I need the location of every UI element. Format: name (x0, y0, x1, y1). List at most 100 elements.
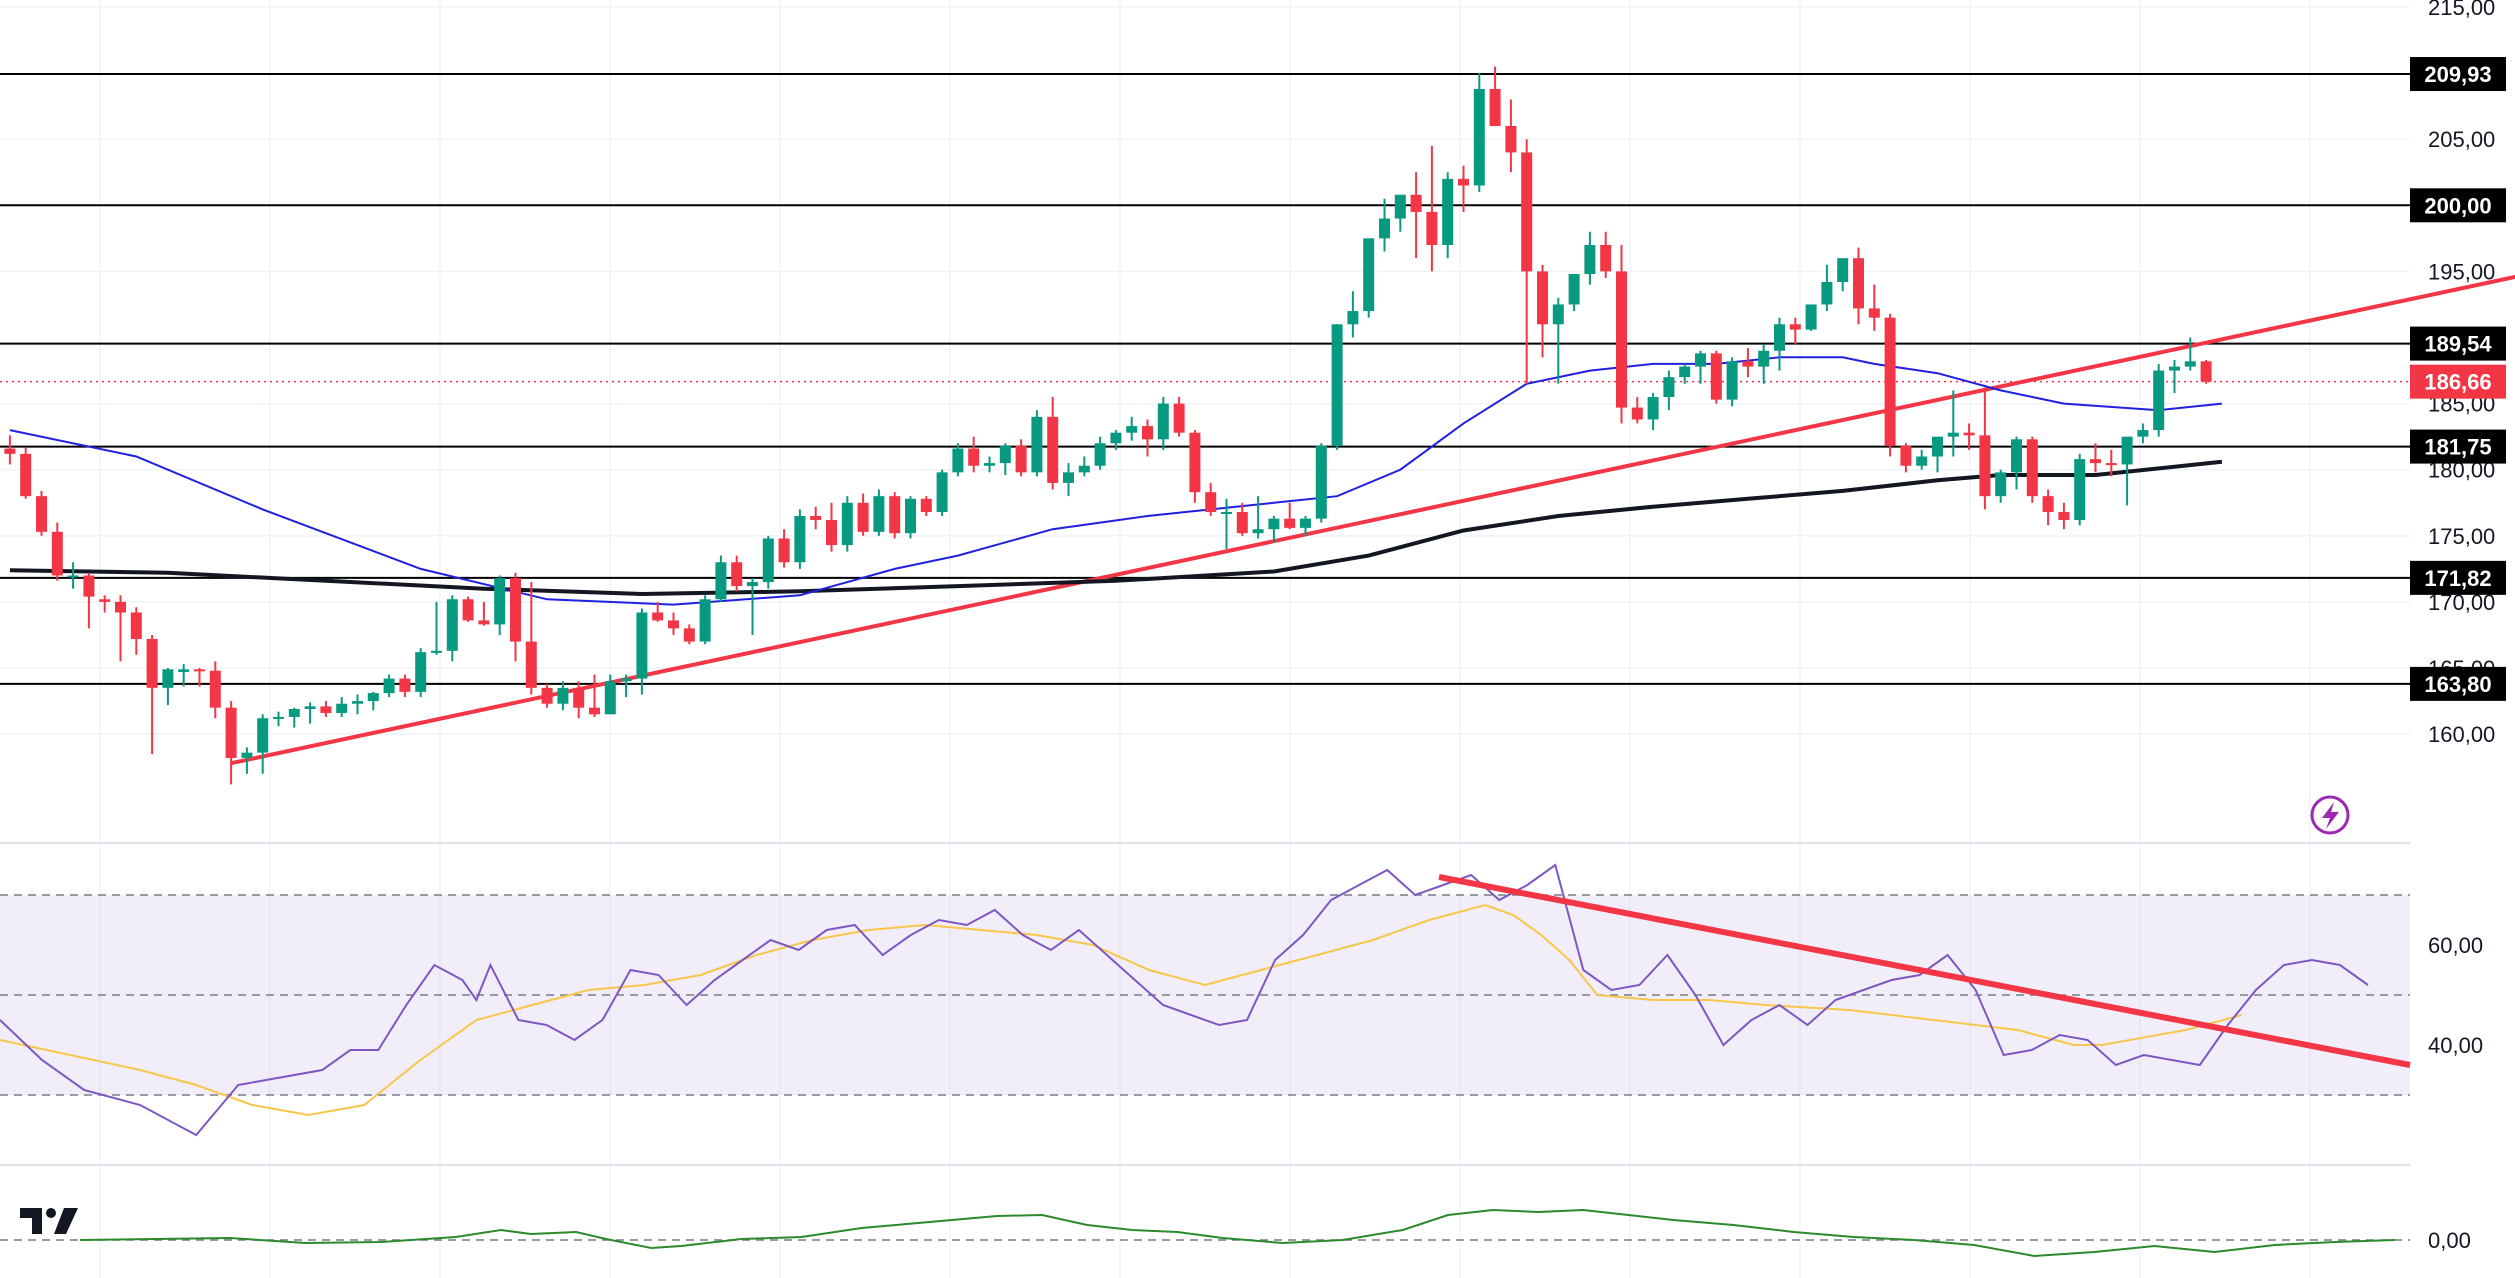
candle-body (225, 707, 237, 758)
candle-body (352, 701, 363, 704)
price-axis[interactable]: 215,00205,00195,00185,00180,00175,00170,… (2410, 0, 2506, 747)
macd-panel[interactable]: 0,00 (0, 1208, 2471, 1258)
candle-body (652, 612, 664, 621)
candle-body (383, 678, 395, 694)
candle-body (194, 669, 205, 672)
candle-body (241, 752, 253, 758)
candle-body (747, 582, 758, 587)
candle-body (2074, 459, 2086, 520)
candle-body (1552, 304, 1564, 325)
candle-body (4, 448, 16, 454)
candle-body (1505, 125, 1517, 153)
price-level-tag (2410, 666, 2506, 701)
candle-body (2058, 512, 2070, 520)
candle-body (1631, 407, 1643, 420)
last-price-label: 186,66 (2424, 370, 2491, 395)
candle-body (1663, 377, 1675, 397)
candle-body (1331, 324, 1343, 446)
candle-body (146, 638, 158, 688)
candle-body (1995, 472, 2007, 497)
candle-body (920, 498, 932, 513)
candle-body (36, 496, 47, 532)
ma-50-line (9, 356, 2223, 606)
candle-body (1410, 194, 1422, 212)
rsi-panel[interactable]: 60,00 40,00 (0, 863, 2483, 1137)
candle-body (415, 652, 427, 692)
candle-body (130, 612, 142, 639)
candle-body (1047, 416, 1059, 483)
candle-body (478, 620, 490, 625)
candle-body (873, 496, 885, 532)
price-level-tag (2410, 188, 2506, 223)
candle-body (2011, 439, 2022, 473)
candle-body (826, 519, 837, 546)
grid-lines (0, 0, 2410, 1278)
price-panel[interactable] (0, 66, 2515, 785)
candle-body (1647, 397, 1659, 420)
candle-body (1900, 445, 1912, 466)
candle-body (889, 496, 901, 534)
candle-body (1110, 432, 1122, 444)
candle-body (1932, 436, 1943, 457)
lightning-alert-icon[interactable] (2310, 795, 2350, 835)
candle-body (841, 502, 853, 546)
rsi-ma-line (0, 903, 2243, 1117)
candle-body (999, 445, 1011, 464)
candle-body (1379, 218, 1390, 239)
candle-body (2026, 439, 2038, 497)
candle-body (1426, 211, 1438, 245)
candle-body (1963, 432, 1975, 436)
candle-body (1742, 361, 1754, 367)
candle-body (1884, 317, 1896, 446)
candle-body (1521, 152, 1533, 272)
price-level-label: 189,54 (2424, 332, 2492, 357)
candle-body (462, 599, 474, 621)
candle-body (1821, 281, 1833, 305)
candle-body (1442, 178, 1454, 245)
candle-body (1063, 472, 1074, 483)
price-axis-tick-label: 215,00 (2428, 0, 2495, 20)
candle-body (1568, 274, 1580, 305)
candle-body (905, 498, 916, 534)
candle-body (541, 687, 553, 704)
candle-body (1221, 512, 1232, 515)
candle-body (1600, 244, 1612, 272)
candle-body (2137, 430, 2149, 437)
candle-body (1363, 238, 1375, 312)
price-level-tag (2410, 57, 2506, 92)
candle-body (604, 681, 616, 715)
candle-body (1252, 529, 1264, 534)
candle-body (1031, 416, 1043, 473)
candle-body (399, 678, 411, 692)
candle-body (1157, 403, 1169, 440)
candle-body (2200, 361, 2212, 382)
candle-body (1394, 194, 1406, 219)
ma-200-line (9, 459, 2223, 597)
price-axis-tick-label: 205,00 (2428, 127, 2495, 152)
candle-body (857, 502, 869, 532)
candle-body (762, 538, 774, 583)
candle-body (257, 718, 269, 753)
candle-body (936, 472, 948, 513)
price-level-label: 171,82 (2424, 566, 2491, 591)
candle-body (984, 463, 995, 466)
candle-body (2042, 496, 2054, 513)
candle-body (1710, 353, 1722, 400)
candle-body (1142, 426, 1153, 440)
candle-body (1489, 88, 1501, 126)
candle-body (273, 716, 284, 719)
candle-body (288, 709, 300, 717)
candle-body (99, 599, 111, 602)
candle-body (1695, 353, 1706, 367)
candle-body (525, 641, 537, 688)
candle-body (620, 678, 632, 682)
candle-body (1284, 518, 1296, 528)
tradingview-logo-icon (20, 1208, 78, 1234)
candle-body (446, 599, 458, 651)
candle-body (1916, 456, 1928, 466)
candle-body (431, 650, 442, 653)
candle-body (1868, 308, 1880, 318)
candle-body (1774, 324, 1785, 351)
candle-body (1458, 178, 1469, 186)
